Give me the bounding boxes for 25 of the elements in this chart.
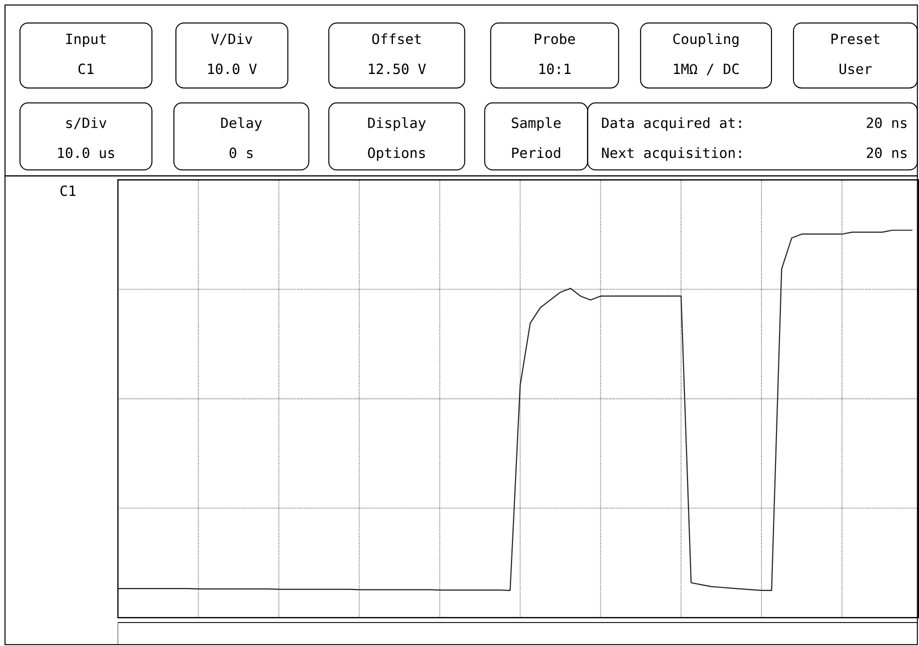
- text: 20 ns: [866, 118, 906, 128]
- text: Probe: [534, 34, 575, 44]
- text: 12.50 V: [368, 64, 426, 74]
- text: 10.0 V: [208, 64, 257, 74]
- text: V/Div: [211, 34, 252, 46]
- text: Options: [368, 147, 425, 162]
- text: Display: [368, 117, 426, 132]
- text: Offset: [372, 34, 421, 44]
- text: Input: [66, 34, 106, 48]
- text: 10:1: [539, 64, 571, 74]
- text: User: [840, 64, 872, 74]
- text: Data acquired at:: [602, 118, 741, 132]
- text: 1MΩ / DC: [674, 64, 739, 76]
- text: Next acquisition:: [602, 147, 741, 162]
- text: Preset: [832, 34, 880, 44]
- text: Period: [512, 147, 560, 158]
- text: 20 ns: [866, 148, 906, 158]
- text: C1: [60, 186, 76, 196]
- text: 0 s: [230, 148, 253, 158]
- text: 10.0 us: [58, 148, 114, 158]
- text: C1: [78, 64, 94, 74]
- text: Sample: [512, 117, 561, 132]
- text: s/Div: [66, 118, 106, 130]
- text: Delay: [221, 117, 262, 132]
- text: Coupling: [673, 33, 738, 48]
